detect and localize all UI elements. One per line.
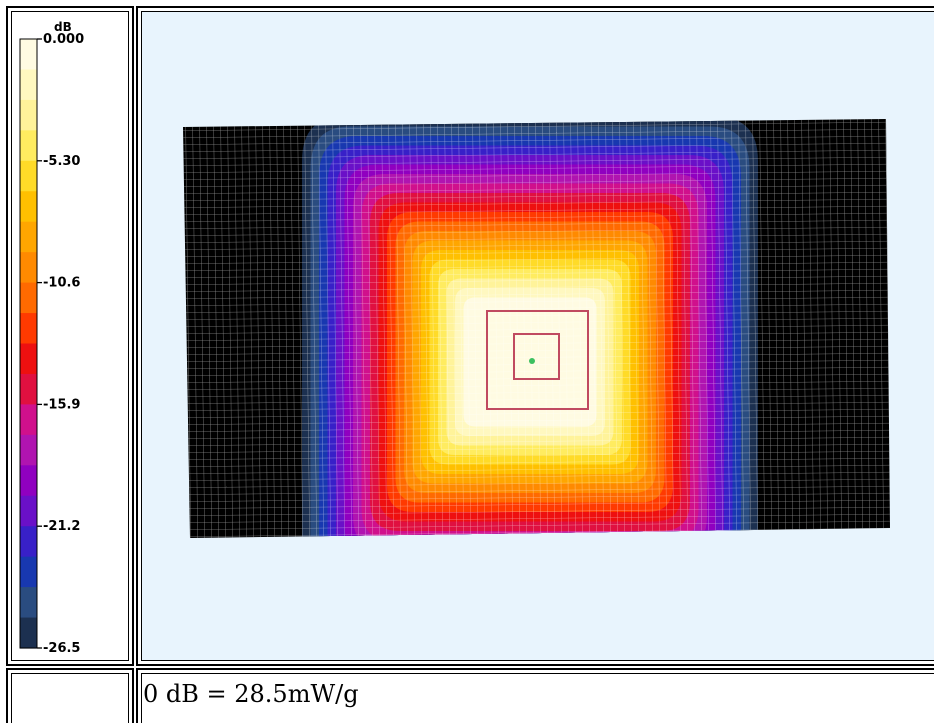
footer-empty-cell [6, 668, 134, 723]
colorbar-tick-label: -21.2 [43, 519, 80, 534]
colorbar-band [20, 99, 37, 131]
colorbar-band [20, 526, 37, 558]
plot-cell-inner [141, 11, 934, 661]
colorbar-band [20, 191, 37, 223]
sar-plot [142, 12, 934, 660]
colorbar-band [20, 556, 37, 588]
peak-marker [529, 358, 535, 364]
colorbar-band [20, 221, 37, 253]
plot-cell [136, 6, 934, 666]
legend-cell-inner [11, 11, 129, 661]
measurement-grid [183, 119, 890, 538]
colorbar-band [20, 282, 37, 314]
colorbar-tick-label: -10.6 [43, 276, 80, 291]
colorbar-band [20, 617, 37, 649]
colorbar-tick-label: -15.9 [43, 397, 80, 412]
footer-cell-inner [141, 673, 934, 723]
colorbar-tick-label: -5.30 [43, 154, 80, 169]
colorbar: dB 0.000 -5.30 -10.6 -15.9 -21.2 -26.5 [19, 20, 84, 656]
colorbar-band [20, 39, 37, 71]
colorbar-bands [19, 38, 38, 649]
colorbar-band [20, 587, 37, 619]
colorbar-border [19, 38, 38, 649]
colorbar-band [20, 69, 37, 101]
colorbar-ticks: 0.000 -5.30 -10.6 -15.9 -21.2 -26.5 [37, 32, 84, 656]
colorbar-band [20, 160, 37, 192]
colorbar-band [20, 434, 37, 466]
colorbar-tick-label: 0.000 [43, 32, 84, 47]
colorbar-band [20, 313, 37, 345]
colorbar-band [20, 343, 37, 375]
footer-empty-cell-inner [11, 673, 129, 723]
colorbar-tick-label: -26.5 [43, 641, 80, 656]
colorbar-band [20, 465, 37, 497]
colorbar-band [20, 130, 37, 162]
colorbar-band [20, 495, 37, 527]
colorbar-band [20, 404, 37, 436]
colorbar-unit: dB [54, 20, 72, 34]
zoom-scan-inner-box [513, 333, 560, 380]
zoom-scan-outer-box [486, 310, 589, 410]
footer-cell [136, 668, 934, 723]
colorbar-band [20, 252, 37, 284]
colorbar-band [20, 373, 37, 405]
reference-value: 0 dB = 28.5mW/g [143, 680, 359, 708]
legend-cell [6, 6, 134, 666]
